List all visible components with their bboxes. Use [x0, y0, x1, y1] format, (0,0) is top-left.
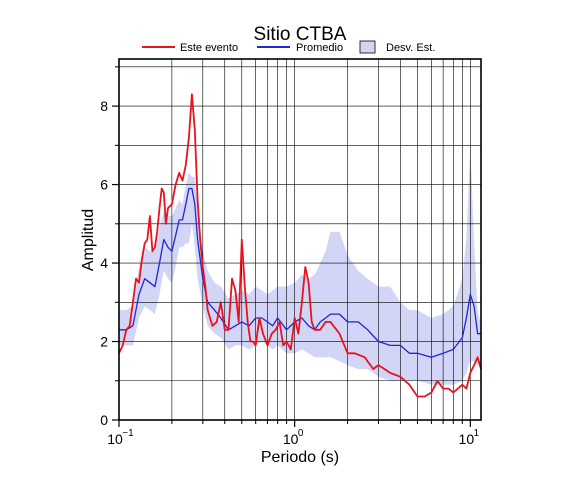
x-tick-exponent: 0 [298, 428, 304, 439]
x-tick-exponent: 1 [474, 428, 480, 439]
legend-swatch-desv-est [359, 40, 376, 54]
x-tick-label: 10 [459, 431, 475, 447]
std-band-layer [119, 145, 481, 385]
x-tick-exponent: −1 [122, 428, 134, 439]
std-band-area [119, 145, 481, 385]
x-axis-title: Periodo (s) [261, 449, 339, 466]
este-evento-line [118, 93, 482, 398]
legend: Este evento Promedio Desv. Est. [142, 40, 435, 54]
y-tick-label: 0 [100, 412, 108, 428]
chart-title: Sitio CTBA [254, 24, 347, 45]
y-tick-label: 6 [100, 177, 108, 193]
y-tick-label: 4 [100, 255, 108, 271]
legend-label-promedio: Promedio [296, 42, 343, 54]
plot-frame [118, 58, 482, 421]
y-axis-title: Amplitud [80, 209, 97, 271]
promedio-line [119, 187, 481, 358]
y-tick-label: 2 [100, 334, 108, 350]
grid-layer [119, 59, 481, 420]
x-tick-label: 10 [107, 431, 123, 447]
legend-label-desv-est: Desv. Est. [386, 42, 435, 54]
series-layer [118, 93, 482, 398]
x-tick-label: 10 [283, 431, 299, 447]
y-tick-label: 8 [100, 98, 108, 114]
legend-label-este-evento: Este evento [180, 42, 238, 54]
